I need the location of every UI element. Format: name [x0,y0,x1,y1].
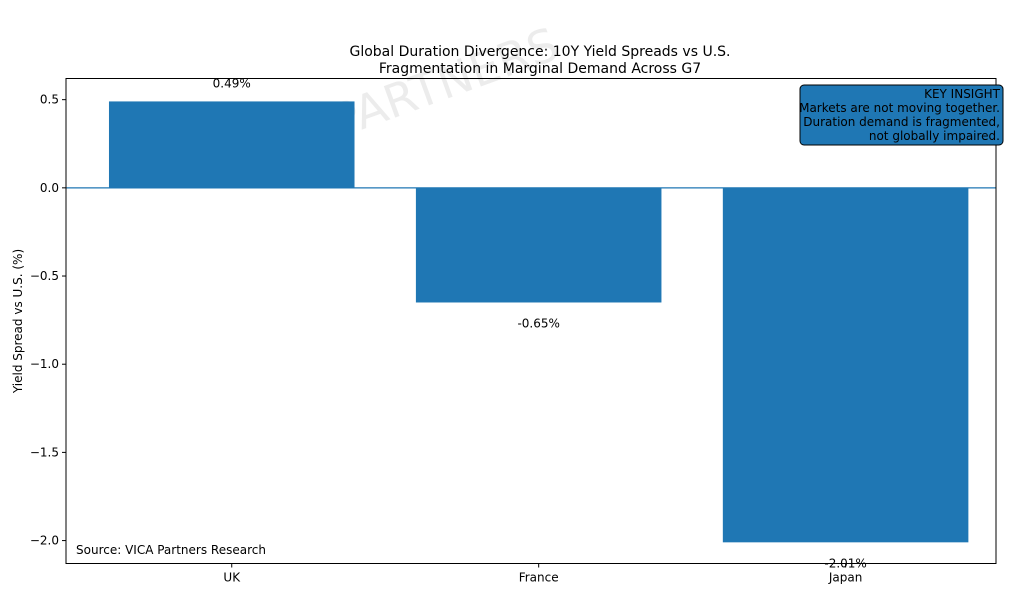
key-insight-box: KEY INSIGHT Markets are not moving toget… [799,84,1004,146]
y-tick-label: −2.0 [30,534,59,548]
y-tick-label: −1.0 [30,357,59,371]
plot-frame [65,78,997,564]
bar-japan [722,187,969,543]
insight-line: Duration demand is fragmented, [803,115,1000,129]
data-label: 0.49% [213,76,251,90]
bar-france [415,187,662,303]
data-label: -0.65% [517,316,559,330]
y-tick-label: 0.0 [40,181,59,195]
x-tick-label: France [519,571,559,585]
y-tick-label: 0.5 [40,93,59,107]
y-axis-label: Yield Spread vs U.S. (%) [11,249,25,394]
bar-uk [108,101,355,188]
y-tick-label: −1.5 [30,445,59,459]
source-note: Source: VICA Partners Research [76,543,266,557]
x-tick-label: Japan [828,571,862,585]
insight-line: KEY INSIGHT [924,87,1001,101]
data-label: -2.01% [824,556,866,570]
chart-subtitle: Fragmentation in Marginal Demand Across … [379,61,701,77]
insight-line: Markets are not moving together. [799,101,1000,115]
chart-title: Global Duration Divergence: 10Y Yield Sp… [349,44,730,60]
y-tick-label: −0.5 [30,269,59,283]
insight-line: not globally impaired. [869,129,1000,143]
x-tick-label: UK [223,571,241,585]
